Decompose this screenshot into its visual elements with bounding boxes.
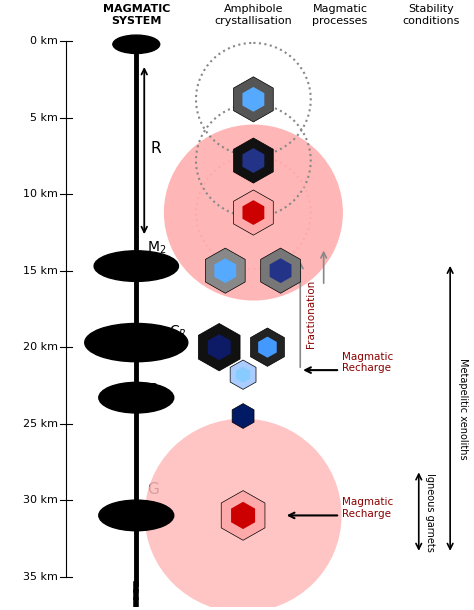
Text: 35 km: 35 km: [23, 572, 58, 581]
Polygon shape: [251, 328, 284, 367]
Polygon shape: [234, 138, 273, 183]
Polygon shape: [208, 334, 231, 360]
Polygon shape: [270, 258, 292, 283]
Text: C$_N$: C$_N$: [147, 382, 166, 398]
Polygon shape: [261, 248, 301, 293]
Text: M$_2$: M$_2$: [147, 240, 166, 256]
Ellipse shape: [94, 251, 178, 281]
Polygon shape: [237, 409, 249, 423]
Ellipse shape: [85, 323, 188, 362]
Polygon shape: [214, 258, 236, 283]
Text: MAGMATIC
SYSTEM: MAGMATIC SYSTEM: [102, 4, 170, 26]
Ellipse shape: [164, 124, 343, 301]
Ellipse shape: [99, 500, 174, 531]
Text: G: G: [147, 482, 159, 497]
Text: R: R: [150, 141, 161, 156]
Text: M$_1$: M$_1$: [147, 324, 166, 340]
Polygon shape: [243, 148, 264, 173]
Text: 20 km: 20 km: [23, 342, 58, 352]
Text: Metapelitic xenoliths: Metapelitic xenoliths: [458, 357, 468, 459]
Polygon shape: [243, 200, 264, 225]
Polygon shape: [205, 248, 245, 293]
Text: 10 km: 10 km: [23, 189, 58, 199]
Text: Magmatic
processes: Magmatic processes: [312, 4, 368, 26]
Ellipse shape: [99, 382, 174, 413]
Polygon shape: [232, 404, 254, 428]
Polygon shape: [258, 337, 277, 357]
Polygon shape: [234, 190, 273, 235]
Text: Magmatic
Recharge: Magmatic Recharge: [342, 497, 393, 518]
Polygon shape: [231, 502, 255, 529]
Text: 0 km: 0 km: [30, 36, 58, 46]
Ellipse shape: [145, 418, 342, 610]
Text: Amphibole
crystallisation: Amphibole crystallisation: [215, 4, 292, 26]
Text: 25 km: 25 km: [23, 418, 58, 429]
Text: Magmatic
Recharge: Magmatic Recharge: [342, 352, 393, 373]
Polygon shape: [198, 323, 240, 371]
Text: Igneous garnets: Igneous garnets: [425, 473, 435, 552]
Text: Stability
conditions: Stability conditions: [403, 4, 460, 26]
Polygon shape: [236, 367, 250, 382]
Text: 5 km: 5 km: [30, 113, 58, 123]
Text: C$_R$: C$_R$: [169, 324, 187, 340]
Text: 15 km: 15 km: [23, 266, 58, 276]
Polygon shape: [230, 360, 256, 389]
Text: Fractionation: Fractionation: [306, 279, 316, 348]
Ellipse shape: [113, 35, 160, 54]
Polygon shape: [221, 490, 265, 540]
Polygon shape: [243, 87, 264, 112]
Polygon shape: [234, 77, 273, 122]
Text: 30 km: 30 km: [23, 495, 58, 505]
